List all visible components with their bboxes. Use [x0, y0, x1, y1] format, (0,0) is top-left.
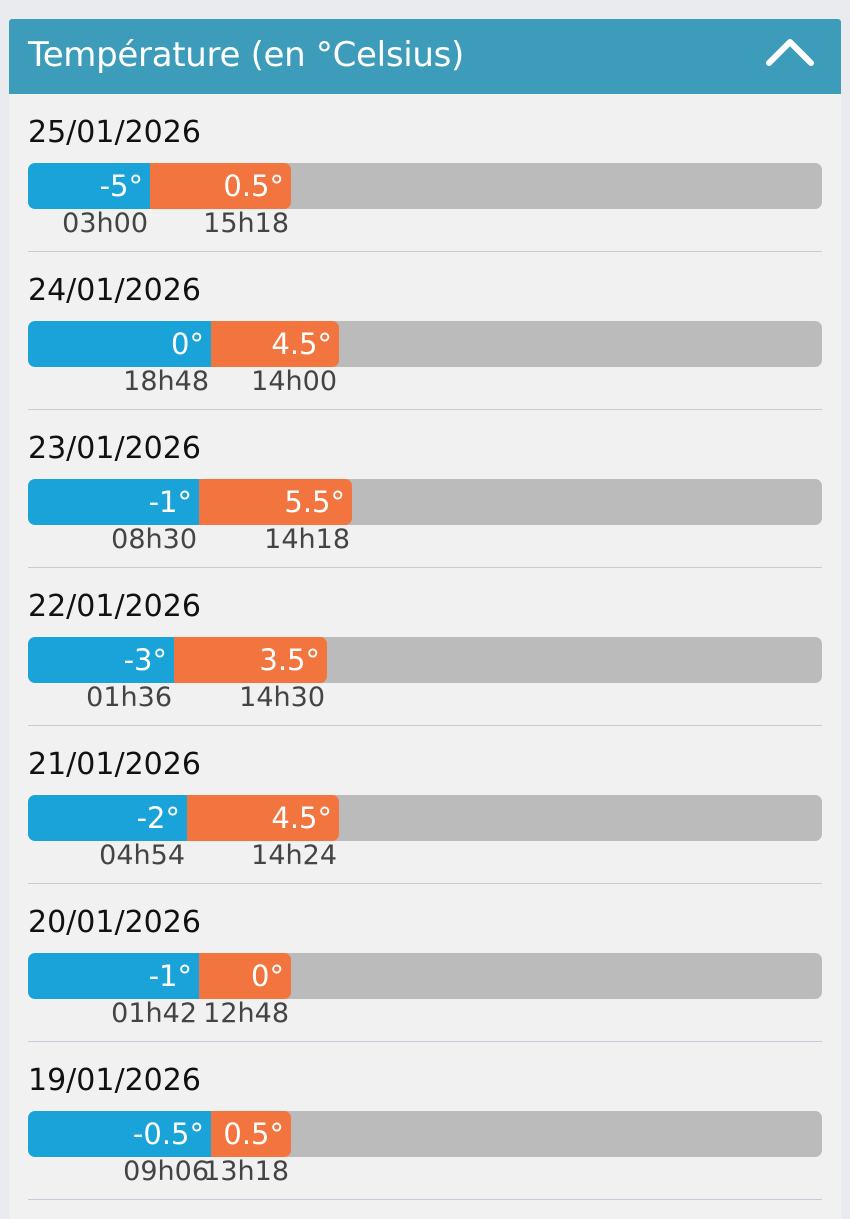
- panel-title: Température (en °Celsius): [28, 35, 465, 75]
- min-temperature-time: 01h36: [86, 682, 172, 713]
- min-temperature-bar: -1°: [28, 479, 199, 525]
- min-temperature-bar: -1°: [28, 953, 199, 999]
- temperature-range-bar: -1° 0°: [28, 953, 822, 999]
- min-temperature-label: -1°: [148, 959, 192, 993]
- min-temperature-label: -0.5°: [132, 1117, 204, 1151]
- temperature-panel: Température (en °Celsius) 25/01/2026 -5°…: [9, 19, 841, 1219]
- min-temperature-label: -1°: [148, 485, 192, 519]
- temperature-range-bar: -5° 0.5°: [28, 163, 822, 209]
- max-temperature-time: 15h18: [203, 208, 289, 239]
- max-temperature-time: 12h48: [203, 998, 289, 1029]
- temperature-day-row: 21/01/2026 -2° 4.5° 04h54 14h24: [28, 726, 822, 884]
- min-temperature-bar: -5°: [28, 163, 150, 209]
- min-temperature-time: 01h42: [111, 998, 197, 1029]
- max-temperature-label: 0.5°: [223, 1117, 284, 1151]
- min-temperature-label: 0°: [171, 327, 204, 361]
- min-temperature-time: 09h06: [123, 1156, 209, 1187]
- day-date: 23/01/2026: [28, 431, 201, 466]
- min-temperature-label: -2°: [136, 801, 180, 835]
- max-temperature-bar: 4.5°: [187, 795, 339, 841]
- min-temperature-time: 03h00: [62, 208, 148, 239]
- day-date: 25/01/2026: [28, 115, 201, 150]
- temperature-range-bar: -1° 5.5°: [28, 479, 822, 525]
- max-temperature-bar: 4.5°: [211, 321, 339, 367]
- min-temperature-bar: -0.5°: [28, 1111, 211, 1157]
- day-date: 24/01/2026: [28, 273, 201, 308]
- temperature-range-bar: -2° 4.5°: [28, 795, 822, 841]
- max-temperature-label: 4.5°: [271, 327, 332, 361]
- max-temperature-bar: 5.5°: [199, 479, 352, 525]
- max-temperature-bar: 0°: [199, 953, 291, 999]
- min-temperature-time: 08h30: [111, 524, 197, 555]
- min-temperature-bar: 0°: [28, 321, 211, 367]
- max-temperature-time: 14h24: [251, 840, 337, 871]
- temperature-day-row: 22/01/2026 -3° 3.5° 01h36 14h30: [28, 568, 822, 726]
- min-temperature-label: -5°: [99, 169, 143, 203]
- temperature-range-bar: -3° 3.5°: [28, 637, 822, 683]
- temperature-day-row: 25/01/2026 -5° 0.5° 03h00 15h18: [28, 94, 822, 252]
- min-temperature-bar: -2°: [28, 795, 187, 841]
- temperature-day-row: 24/01/2026 0° 4.5° 18h48 14h00: [28, 252, 822, 410]
- max-temperature-time: 14h30: [239, 682, 325, 713]
- max-temperature-bar: 3.5°: [174, 637, 327, 683]
- max-temperature-bar: 0.5°: [150, 163, 291, 209]
- max-temperature-label: 5.5°: [284, 485, 345, 519]
- min-temperature-time: 04h54: [99, 840, 185, 871]
- temperature-header[interactable]: Température (en °Celsius): [9, 19, 841, 94]
- max-temperature-label: 0°: [251, 959, 284, 993]
- temperature-list: 25/01/2026 -5° 0.5° 03h00 15h18 24/01/20…: [28, 94, 822, 1200]
- max-temperature-label: 0.5°: [223, 169, 284, 203]
- day-date: 19/01/2026: [28, 1063, 201, 1098]
- temperature-range-bar: -0.5° 0.5°: [28, 1111, 822, 1157]
- day-date: 22/01/2026: [28, 589, 201, 624]
- temperature-day-row: 20/01/2026 -1° 0° 01h42 12h48: [28, 884, 822, 1042]
- max-temperature-time: 13h18: [203, 1156, 289, 1187]
- min-temperature-bar: -3°: [28, 637, 174, 683]
- max-temperature-label: 3.5°: [259, 643, 320, 677]
- min-temperature-label: -3°: [123, 643, 167, 677]
- temperature-range-bar: 0° 4.5°: [28, 321, 822, 367]
- max-temperature-time: 14h00: [251, 366, 337, 397]
- max-temperature-bar: 0.5°: [211, 1111, 291, 1157]
- max-temperature-label: 4.5°: [271, 801, 332, 835]
- min-temperature-time: 18h48: [123, 366, 209, 397]
- chevron-up-icon[interactable]: [765, 34, 815, 70]
- temperature-day-row: 23/01/2026 -1° 5.5° 08h30 14h18: [28, 410, 822, 568]
- temperature-day-row: 19/01/2026 -0.5° 0.5° 09h06 13h18: [28, 1042, 822, 1200]
- max-temperature-time: 14h18: [264, 524, 350, 555]
- day-date: 21/01/2026: [28, 747, 201, 782]
- day-date: 20/01/2026: [28, 905, 201, 940]
